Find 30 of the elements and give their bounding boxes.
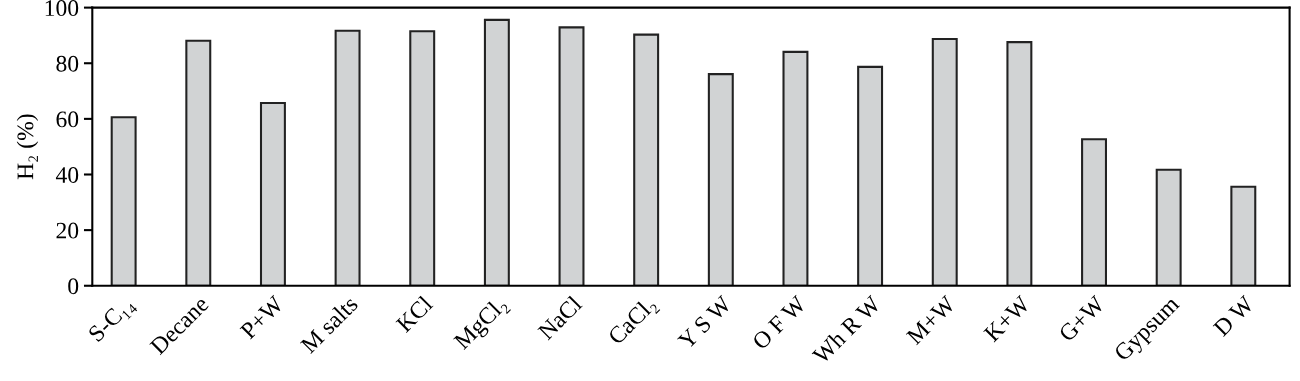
x-tick-label: Y S W — [676, 294, 733, 351]
x-tick-label: Wh R W — [811, 294, 882, 365]
x-tick-label: D W — [1212, 294, 1256, 338]
bar — [857, 65, 884, 286]
y-tick-label: 60 — [56, 111, 79, 128]
bar — [334, 29, 361, 286]
bar — [1006, 41, 1033, 286]
x-tick-label: KCl — [394, 294, 434, 334]
x-tick-label: S-C₁₄ — [87, 295, 139, 346]
bar — [558, 26, 585, 286]
bar — [1230, 185, 1257, 286]
x-tick-label: M salts — [299, 294, 359, 355]
y-tick-label: 40 — [55, 166, 79, 183]
bar — [483, 18, 510, 286]
y-tick-label: 0 — [68, 278, 79, 295]
bar — [707, 73, 734, 286]
bar — [1155, 168, 1182, 286]
bar — [633, 33, 660, 286]
bar — [185, 39, 212, 286]
y-tick-label: 20 — [56, 222, 79, 239]
bar — [931, 38, 958, 286]
x-tick-label: O F W — [751, 294, 808, 351]
bar — [259, 101, 286, 286]
y-tick-label: 80 — [56, 55, 79, 72]
y-tick-label: 100 — [45, 0, 79, 17]
bar — [409, 30, 436, 286]
y-axis-title: H₂ (%) — [16, 114, 39, 180]
bar — [1081, 138, 1108, 286]
bar — [782, 50, 809, 286]
bar — [110, 116, 137, 286]
